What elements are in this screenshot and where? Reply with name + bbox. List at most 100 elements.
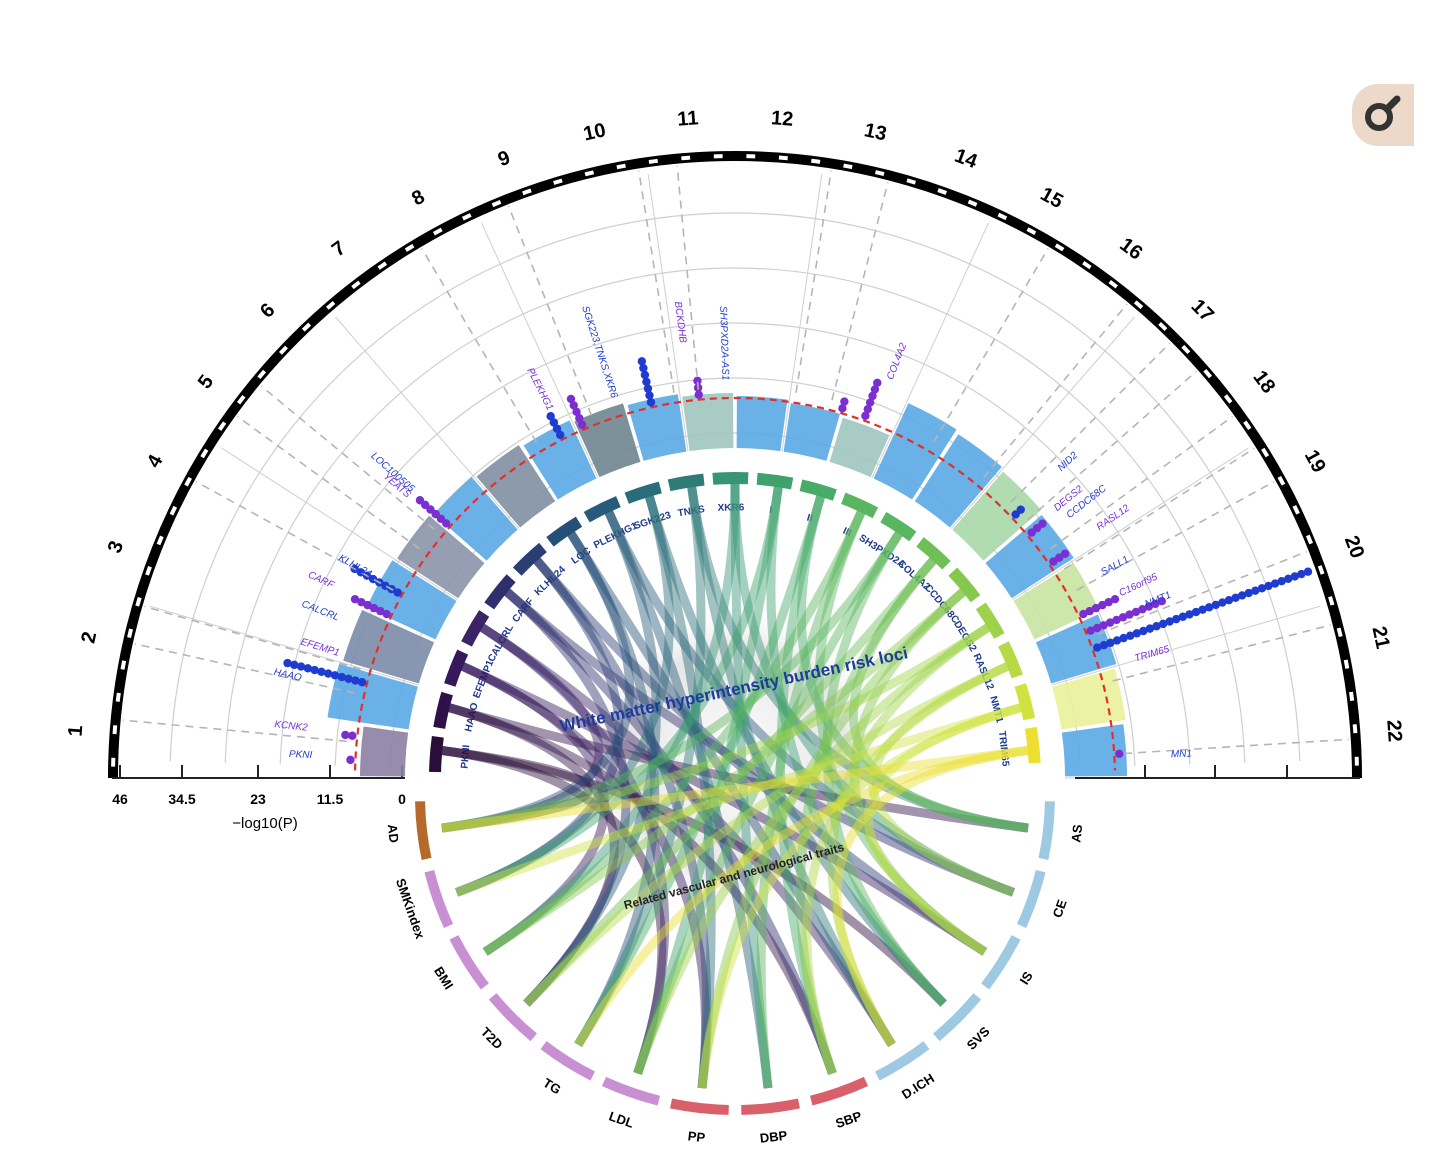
chromosome-label: 3 (104, 538, 129, 556)
ring-dash (875, 172, 884, 174)
chromosome-label: 9 (495, 147, 513, 172)
snp-point (1038, 519, 1046, 527)
trait-label: DBP (759, 1128, 788, 1146)
snp-point (1017, 505, 1025, 513)
gene-label: SGK223,TNKS,XKR6 (579, 305, 619, 400)
locus-arc (801, 485, 835, 495)
ring-dash (118, 693, 119, 702)
locus-arc (1031, 728, 1035, 763)
ring-dash (811, 161, 820, 162)
ring-dash (523, 190, 531, 193)
trait-label: PP (687, 1128, 706, 1145)
snp-point (283, 659, 291, 667)
trait-label: LDL (607, 1108, 636, 1131)
chromosome-label: 4 (143, 450, 168, 471)
locus-arc (713, 478, 748, 479)
chromosome-label: 10 (581, 119, 607, 145)
ring-dash (938, 190, 946, 193)
gene-label: NID2 (1056, 450, 1080, 474)
axis-tick-label: 23 (250, 791, 266, 807)
trait-label: SVS (964, 1023, 993, 1052)
trait-arc (741, 1103, 799, 1109)
manhattan-block (737, 396, 788, 451)
leader-line (509, 206, 592, 415)
gene-label: KCNK2 (274, 719, 309, 734)
locus-arc (439, 694, 447, 728)
gene-label: EFEMP1 (299, 637, 340, 659)
snp-point (1061, 550, 1069, 558)
gene-label: BCKDHB (672, 301, 688, 344)
trait-arc (985, 937, 1016, 986)
ring-dash (779, 158, 788, 159)
leader-line (796, 171, 831, 393)
leader-line (261, 386, 434, 529)
chromosome-label: 14 (952, 145, 981, 174)
zoom-button[interactable] (1352, 84, 1414, 146)
chromosome-label: 6 (256, 299, 279, 322)
chromosome-label: 1 (65, 725, 88, 738)
trait-label: CE (1050, 897, 1070, 919)
trait-arc (454, 937, 485, 986)
ring-dash (1320, 566, 1323, 574)
axis-tick-label: 11.5 (317, 791, 344, 807)
chromosome-label: 16 (1115, 234, 1146, 265)
trait-arc (420, 801, 426, 859)
chromosome-label: 8 (408, 186, 428, 211)
chromosome-label: 22 (1382, 719, 1406, 743)
trait-arc (877, 1045, 926, 1076)
chromosome-label: 18 (1248, 367, 1279, 398)
chromosome-label: 11 (677, 107, 700, 130)
ring-dash (907, 180, 915, 182)
leader-line (422, 249, 537, 443)
trait-label: D.ICH (899, 1070, 937, 1102)
grid-spoke (336, 317, 519, 529)
axis-tick-label: 46 (112, 791, 128, 807)
grid-spoke (951, 317, 1134, 529)
chromosome-label: 13 (862, 119, 888, 145)
chromosome-label: 19 (1300, 446, 1330, 476)
leader-line (677, 166, 698, 390)
ring-dash (1330, 597, 1333, 605)
ring-dash (1339, 628, 1341, 637)
locus-arc (669, 480, 704, 486)
chromosome-label: 7 (328, 237, 350, 261)
ring-dash (1355, 724, 1356, 733)
trait-arc (1043, 801, 1049, 859)
leader-line (1011, 343, 1170, 502)
ring-dash (129, 629, 131, 638)
chromosome-label: 17 (1187, 295, 1218, 326)
magnifier-icon (1363, 95, 1403, 135)
axis-label: −log10(P) (232, 815, 297, 832)
leader-line (1124, 739, 1349, 753)
ring-dash (1346, 660, 1348, 669)
chromosome-label: 5 (194, 371, 218, 393)
axis-tick-label: 0 (398, 791, 406, 807)
snp-point (638, 357, 646, 365)
snp-point (1111, 595, 1119, 603)
leader-line (123, 720, 347, 741)
trait-label: IS (1017, 969, 1036, 988)
trait-label: T2D (478, 1024, 506, 1052)
trait-label: SMKindex (393, 876, 428, 941)
ring-dash (123, 661, 125, 670)
snp-point (546, 412, 554, 420)
ring-dash (1351, 692, 1352, 701)
locus-arc (757, 479, 792, 484)
snp-point (873, 379, 881, 387)
trait-label: BMI (431, 964, 456, 992)
snp-point (416, 496, 424, 504)
gene-label: SALL1 (1099, 554, 1131, 578)
gene-label: TRIM65 (1133, 644, 1171, 665)
trait-arc (604, 1081, 659, 1100)
manhattan-block (360, 726, 408, 776)
snp-point (351, 595, 359, 603)
chromosome-label: 15 (1037, 183, 1067, 213)
leader-line (1051, 417, 1233, 549)
trait-label: TG (540, 1075, 563, 1097)
trait-arc (429, 871, 448, 926)
locus-arc (1020, 685, 1029, 719)
trait-arc (1021, 871, 1040, 926)
gene-label: SH3PXD2A-AS1 (717, 306, 730, 381)
